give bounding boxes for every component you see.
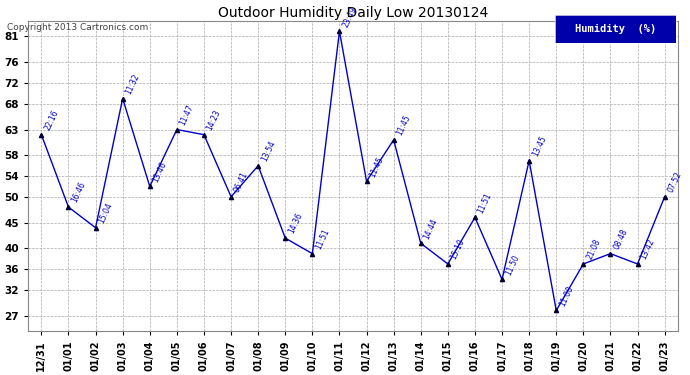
Text: 06:41: 06:41 [233,170,250,194]
Text: 13:54: 13:54 [259,140,277,163]
Text: Humidity  (%): Humidity (%) [575,24,656,34]
Text: 11:32: 11:32 [124,72,141,96]
Text: 22:16: 22:16 [43,108,60,132]
Text: 16:46: 16:46 [70,181,87,204]
Text: 11:08: 11:08 [558,284,575,308]
Text: 21:08: 21:08 [584,238,602,261]
Text: 15:04: 15:04 [97,201,115,225]
Text: 13:46: 13:46 [151,160,168,184]
Text: 11:45: 11:45 [395,114,413,137]
Text: 11:50: 11:50 [504,253,521,277]
Text: 08:48: 08:48 [612,227,629,251]
Text: 13:42: 13:42 [639,238,656,261]
Text: Copyright 2013 Cartronics.com: Copyright 2013 Cartronics.com [7,22,148,32]
Text: 23:49: 23:49 [341,5,358,28]
Text: 14:23: 14:23 [206,108,223,132]
Text: 11:47: 11:47 [178,103,195,127]
Text: 14:44: 14:44 [422,217,440,240]
Text: 11:51: 11:51 [314,228,331,251]
Text: 11:51: 11:51 [476,191,493,214]
Title: Outdoor Humidity Daily Low 20130124: Outdoor Humidity Daily Low 20130124 [218,6,488,20]
Text: 11:45: 11:45 [368,155,385,178]
Text: 14:36: 14:36 [286,212,304,236]
Text: 07:52: 07:52 [666,170,683,194]
Text: 15:10: 15:10 [449,238,466,261]
Text: 13:45: 13:45 [531,134,548,158]
